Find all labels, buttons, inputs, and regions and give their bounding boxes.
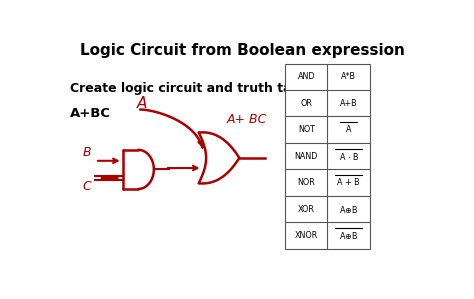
Text: XNOR: XNOR xyxy=(295,231,318,240)
Text: OR: OR xyxy=(301,99,312,108)
Text: Logic Circuit from Boolean expression: Logic Circuit from Boolean expression xyxy=(81,43,405,58)
Text: XOR: XOR xyxy=(298,205,315,213)
Bar xyxy=(285,63,370,249)
Text: A: A xyxy=(137,96,147,111)
Text: A$\oplus$B: A$\oplus$B xyxy=(339,204,358,215)
Text: A$\oplus$B: A$\oplus$B xyxy=(339,230,358,241)
Text: A+B: A+B xyxy=(340,99,357,108)
Text: Create logic circuit and truth table for:: Create logic circuit and truth table for… xyxy=(70,82,343,95)
Text: AND: AND xyxy=(298,72,315,81)
Text: NAND: NAND xyxy=(295,152,318,161)
Text: A + B: A + B xyxy=(337,178,360,187)
Text: A+BC: A+BC xyxy=(70,107,111,120)
Text: A*B: A*B xyxy=(341,72,356,81)
Text: A: A xyxy=(346,125,351,134)
Text: NOT: NOT xyxy=(298,125,315,134)
Text: NOR: NOR xyxy=(297,178,315,187)
Text: C: C xyxy=(82,180,91,193)
Text: B: B xyxy=(83,146,91,158)
Text: A+ BC: A+ BC xyxy=(227,113,267,126)
Text: A $\cdot$ B: A $\cdot$ B xyxy=(338,151,358,162)
